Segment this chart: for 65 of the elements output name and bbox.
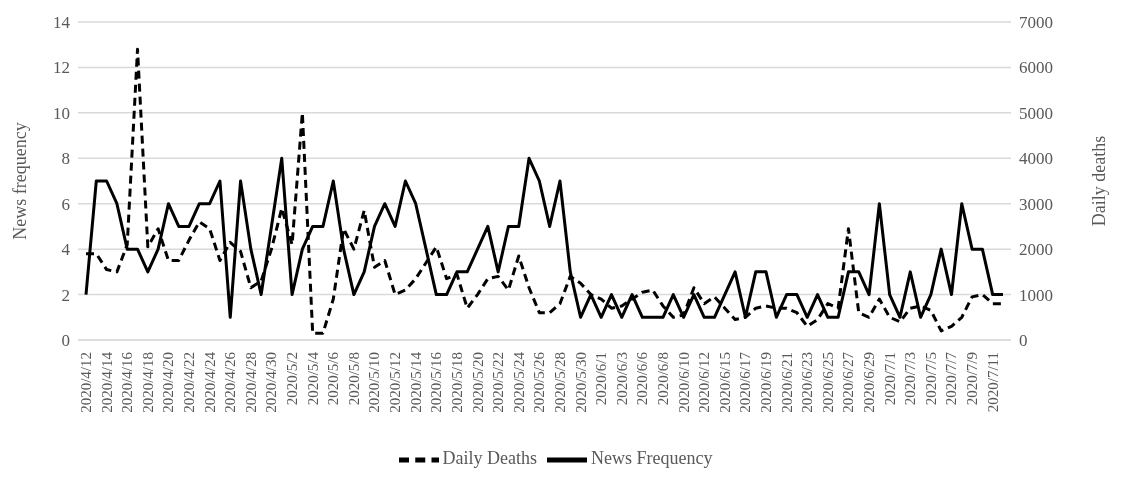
x-tick-label: 2020/5/28 xyxy=(551,352,568,413)
x-tick-label: 2020/6/23 xyxy=(799,352,816,413)
x-tick-label: 2020/4/20 xyxy=(160,352,177,413)
x-tick-label: 2020/5/20 xyxy=(469,352,486,413)
y2-tick-label: 7000 xyxy=(1019,13,1053,33)
x-tick-label: 2020/6/19 xyxy=(758,352,775,413)
y2-tick-label: 1000 xyxy=(1019,285,1053,305)
y2-tick-label: 3000 xyxy=(1019,194,1053,214)
x-tick-label: 2020/5/30 xyxy=(572,352,589,413)
x-tick-label: 2020/5/10 xyxy=(366,352,383,413)
x-tick-label: 2020/5/18 xyxy=(448,352,465,413)
x-tick-label: 2020/5/4 xyxy=(304,351,321,406)
x-tick-label: 2020/7/5 xyxy=(922,352,939,406)
x-tick-label: 2020/5/22 xyxy=(490,352,507,413)
y2-tick-label: 0 xyxy=(1019,331,1028,351)
y-tick-label: 6 xyxy=(61,194,70,214)
y-tick-label: 12 xyxy=(53,58,70,78)
x-tick-label: 2020/6/21 xyxy=(778,352,795,413)
x-tick-label: 2020/7/3 xyxy=(902,352,919,406)
x-tick-label: 2020/4/14 xyxy=(98,351,115,413)
x-tick-label: 2020/4/12 xyxy=(78,352,94,413)
x-tick-label: 2020/6/1 xyxy=(593,352,610,406)
x-tick-label: 2020/5/6 xyxy=(325,351,342,406)
x-tick-label: 2020/7/1 xyxy=(881,352,898,406)
x-tick-label: 2020/4/28 xyxy=(242,352,259,413)
y-tick-label: 2 xyxy=(61,285,70,305)
y-tick-label: 10 xyxy=(53,103,70,123)
y-axis-title: News frequency xyxy=(10,122,31,240)
x-tick-label: 2020/6/12 xyxy=(696,352,713,413)
x-tick-label: 2020/7/11 xyxy=(984,352,1001,413)
x-tick-label: 2020/7/7 xyxy=(943,351,960,406)
x-tick-label: 2020/5/14 xyxy=(407,351,424,413)
y2-tick-label: 4000 xyxy=(1019,149,1053,169)
y2-axis-title: Daily deaths xyxy=(1089,135,1110,227)
x-tick-label: 2020/6/27 xyxy=(840,351,857,413)
y-tick-label: 8 xyxy=(61,149,70,169)
x-tick-label: 2020/6/25 xyxy=(819,352,836,413)
x-tick-label: 2020/5/8 xyxy=(345,352,362,406)
x-tick-label: 2020/7/9 xyxy=(964,352,981,406)
x-tick-label: 2020/5/16 xyxy=(428,351,445,413)
x-tick-label: 2020/5/26 xyxy=(531,351,548,413)
x-tick-label: 2020/4/30 xyxy=(263,352,280,413)
x-tick-label: 2020/6/6 xyxy=(634,351,651,406)
y2-tick-label: 6000 xyxy=(1019,58,1053,78)
x-tick-label: 2020/4/22 xyxy=(181,352,198,413)
x-tick-label: 2020/5/12 xyxy=(387,352,404,413)
x-tick-label: 2020/5/24 xyxy=(510,351,527,413)
y-tick-label: 14 xyxy=(53,13,71,33)
x-tick-label: 2020/5/2 xyxy=(284,352,301,406)
x-tick-label: 2020/4/16 xyxy=(119,351,136,413)
x-tick-label: 2020/4/26 xyxy=(222,351,239,413)
x-tick-label: 2020/6/10 xyxy=(675,352,692,413)
y2-tick-label: 2000 xyxy=(1019,240,1053,260)
legend-label: Daily Deaths xyxy=(442,448,537,469)
y-tick-label: 0 xyxy=(61,331,70,351)
x-tick-label: 2020/6/17 xyxy=(737,351,754,413)
x-tick-label: 2020/6/15 xyxy=(716,352,733,413)
x-tick-label: 2020/6/3 xyxy=(613,352,630,406)
y-tick-label: 4 xyxy=(61,240,71,260)
legend-label: News Frequency xyxy=(591,448,713,469)
y2-tick-label: 5000 xyxy=(1019,103,1053,123)
x-tick-label: 2020/6/8 xyxy=(654,352,671,406)
x-tick-label: 2020/4/24 xyxy=(201,351,218,413)
x-tick-label: 2020/6/29 xyxy=(861,352,878,413)
x-tick-label: 2020/4/18 xyxy=(139,352,156,413)
